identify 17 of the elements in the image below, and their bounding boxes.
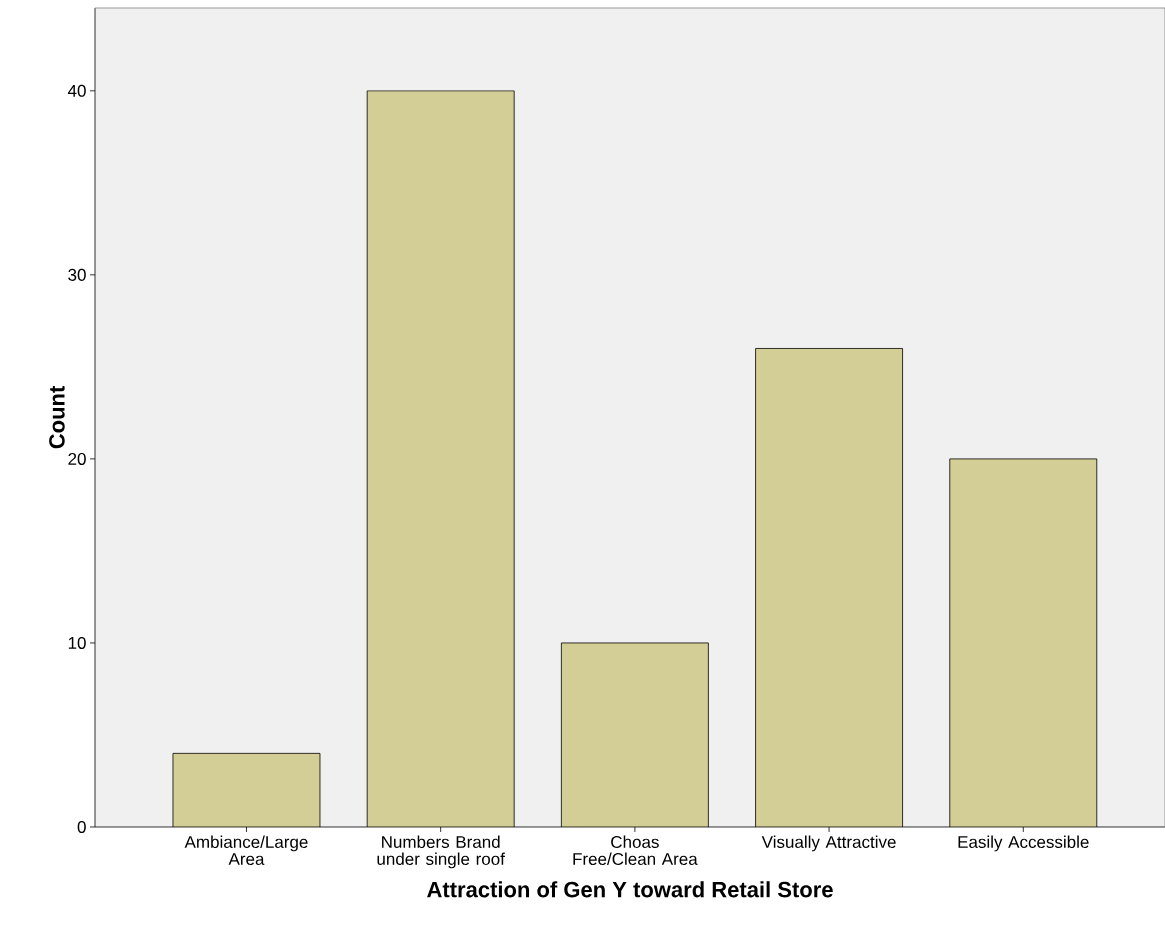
bar — [367, 90, 515, 827]
x-tick-label: Choas Free/Clean Area — [573, 835, 698, 866]
x-tick-label: Easily Accessible — [958, 835, 1089, 852]
x-axis-title: Attraction of Gen Y toward Retail Store — [427, 881, 833, 898]
y-tick-label: 10 — [68, 636, 86, 649]
bar — [172, 753, 320, 827]
y-tick-label: 30 — [68, 268, 86, 281]
y-axis-title: Count — [49, 385, 65, 449]
y-tick-label: 20 — [68, 452, 86, 465]
y-tick-label: 0 — [77, 820, 86, 834]
x-tick-label: Numbers Brand under single roof — [377, 835, 505, 869]
bar — [755, 348, 903, 827]
x-tick-label: Ambiance/Large Area — [184, 835, 308, 866]
x-tick-label: Visually Attractive — [761, 835, 896, 852]
bar — [561, 642, 709, 827]
bar — [949, 458, 1098, 827]
y-tick-label: 40 — [67, 84, 86, 97]
